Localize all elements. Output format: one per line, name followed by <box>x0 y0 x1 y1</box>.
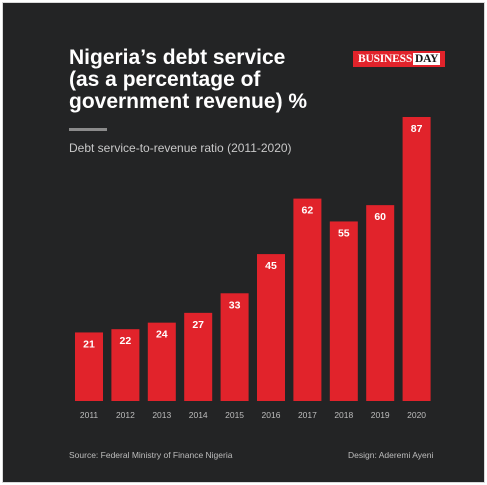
source-note: Source: Federal Ministry of Finance Nige… <box>69 450 233 460</box>
bar-value-label-2013: 24 <box>156 329 168 341</box>
bar-value-label-2017: 62 <box>302 205 314 217</box>
title-divider <box>69 128 107 131</box>
bar-value-label-2012: 22 <box>120 335 132 347</box>
design-credit: Design: Aderemi Ayeni <box>348 450 434 460</box>
bar-value-label-2016: 45 <box>265 260 277 272</box>
x-tick-label-2019: 2019 <box>371 410 390 420</box>
x-tick-label-2012: 2012 <box>116 410 135 420</box>
bar-2015 <box>220 293 249 401</box>
title-line-2: (as a percentage of <box>69 68 261 91</box>
bar-value-label-2014: 27 <box>192 319 204 331</box>
title-line-1: Nigeria’s debt service <box>69 46 286 69</box>
bar-value-label-2019: 60 <box>374 211 386 223</box>
x-tick-label-2015: 2015 <box>225 410 244 420</box>
bar-value-label-2011: 21 <box>83 338 95 350</box>
bar-2019 <box>366 205 395 401</box>
bar-2012 <box>111 329 140 401</box>
bar-2011 <box>75 332 103 401</box>
x-tick-label-2017: 2017 <box>298 410 317 420</box>
x-tick-label-2011: 2011 <box>80 410 99 420</box>
x-tick-label-2016: 2016 <box>262 410 281 420</box>
chart-subtitle: Debt service-to-revenue ratio (2011-2020… <box>69 141 292 155</box>
bar-2013 <box>147 322 176 401</box>
bar-2020 <box>402 117 431 401</box>
bar-value-label-2015: 33 <box>229 299 241 311</box>
title-line-3: government revenue) % <box>69 90 308 113</box>
logo-word-business: BUSINESS <box>358 53 413 65</box>
businessday-logo: BUSINESS DAY <box>353 51 446 67</box>
bar-chart: 21 2011 22 2012 24 2013 27 2014 33 2015 45 2016 62 20… <box>75 117 431 420</box>
logo-word-day: DAY <box>413 53 441 65</box>
bar-value-label-2018: 55 <box>338 227 350 239</box>
bar-2018 <box>329 221 358 401</box>
bar-2014 <box>184 312 213 401</box>
bar-2016 <box>257 254 285 401</box>
bar-2017 <box>293 198 322 401</box>
x-tick-label-2014: 2014 <box>189 410 208 420</box>
bar-value-label-2020: 87 <box>411 123 423 135</box>
chart-title: Nigeria’s debt service (as a percentage … <box>69 47 339 113</box>
x-tick-label-2018: 2018 <box>334 410 353 420</box>
x-tick-label-2013: 2013 <box>152 410 171 420</box>
x-tick-label-2020: 2020 <box>407 410 426 420</box>
